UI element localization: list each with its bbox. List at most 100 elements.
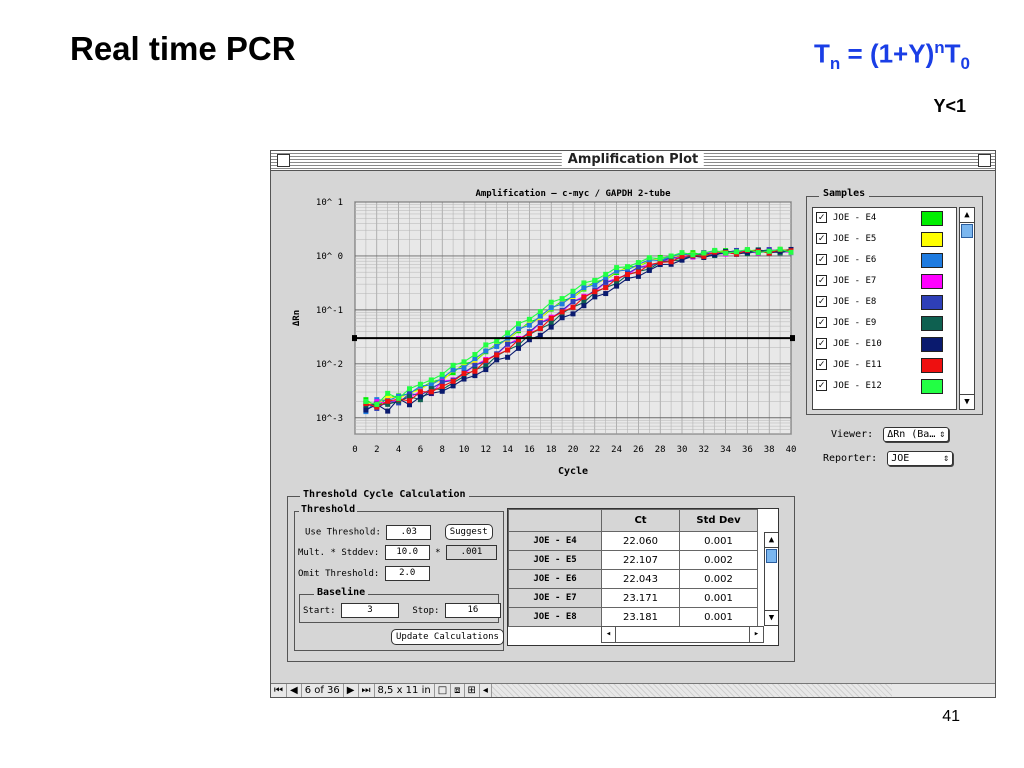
update-calculations-button[interactable]: Update Calculations [391, 629, 504, 645]
omit-input[interactable]: 2.0 [384, 566, 430, 581]
zoom-box-icon[interactable] [978, 154, 991, 167]
sample-color-swatch[interactable] [921, 211, 943, 226]
sample-item[interactable]: ✓ JOE - E4 [813, 208, 956, 229]
x-tick-label: 10 [459, 445, 470, 455]
data-point [646, 267, 652, 273]
data-point [668, 259, 674, 265]
sample-color-swatch[interactable] [921, 274, 943, 289]
data-point [494, 338, 500, 344]
statusbar-scroll-track[interactable] [491, 684, 892, 697]
viewer-row: Viewer: ΔRn (Ba… ⇕ [831, 427, 950, 442]
scroll-right-icon[interactable]: ▸ [749, 627, 763, 642]
stddev-cell[interactable]: 0.001 [679, 531, 758, 551]
scroll-left-icon[interactable]: ◂ [602, 627, 616, 642]
row-header[interactable]: JOE - E5 [508, 550, 602, 570]
sample-color-swatch[interactable] [921, 253, 943, 268]
row-header[interactable]: JOE - E6 [508, 569, 602, 589]
samples-scrollbar[interactable]: ▲ ▼ [959, 207, 975, 410]
sample-item[interactable]: ✓ JOE - E7 [813, 271, 956, 292]
window-titlebar[interactable]: Amplification Plot [271, 151, 995, 171]
table-hscrollbar[interactable]: ◂ ▸ [601, 626, 764, 643]
ct-cell[interactable]: 22.043 [601, 569, 680, 589]
sample-label: JOE - E6 [833, 255, 877, 265]
sample-color-swatch[interactable] [921, 232, 943, 247]
table-row[interactable]: JOE - E6 22.043 0.002 [508, 569, 758, 589]
sample-item[interactable]: ✓ JOE - E10 [813, 334, 956, 355]
ct-cell[interactable]: 22.060 [601, 531, 680, 551]
sample-color-swatch[interactable] [921, 379, 943, 394]
data-point [788, 249, 794, 255]
scroll-up-icon[interactable]: ▲ [960, 208, 974, 223]
x-tick-label: 12 [480, 445, 491, 455]
scroll-down-icon[interactable]: ▼ [960, 394, 974, 409]
row-header[interactable]: JOE - E8 [508, 607, 602, 627]
sample-checkbox[interactable]: ✓ [816, 359, 827, 370]
sample-checkbox[interactable]: ✓ [816, 296, 827, 307]
scroll-thumb[interactable] [766, 549, 777, 563]
table-row[interactable]: JOE - E4 22.060 0.001 [508, 531, 758, 551]
x-tick-label: 14 [502, 445, 513, 455]
last-page-icon[interactable]: ⏭ [359, 684, 375, 697]
scroll-thumb[interactable] [961, 224, 973, 238]
scroll-left-icon[interactable]: ◂ [480, 684, 492, 697]
data-point [483, 357, 489, 363]
sample-item[interactable]: ✓ JOE - E5 [813, 229, 956, 250]
data-point [450, 362, 456, 368]
data-point [472, 368, 478, 374]
sample-color-swatch[interactable] [921, 337, 943, 352]
x-tick-label: 18 [546, 445, 557, 455]
x-tick-label: 30 [677, 445, 688, 455]
table-row[interactable]: JOE - E5 22.107 0.002 [508, 550, 758, 570]
sample-checkbox[interactable]: ✓ [816, 212, 827, 223]
sample-color-swatch[interactable] [921, 316, 943, 331]
ct-cell[interactable]: 23.171 [601, 588, 680, 608]
sample-color-swatch[interactable] [921, 358, 943, 373]
sample-checkbox[interactable]: ✓ [816, 275, 827, 286]
sample-checkbox[interactable]: ✓ [816, 380, 827, 391]
stddev-cell[interactable]: 0.001 [679, 588, 758, 608]
sample-checkbox[interactable]: ✓ [816, 338, 827, 349]
scroll-up-icon[interactable]: ▲ [765, 533, 778, 548]
amplification-chart: 0 2 4 6 8 10 12 14 16 18 20 22 24 26 28 30 32 34 36 38 4010^… [292, 188, 796, 477]
data-point [679, 250, 685, 256]
ct-cell[interactable]: 22.107 [601, 550, 680, 570]
first-page-icon[interactable]: ⏮ [271, 684, 287, 697]
sample-item[interactable]: ✓ JOE - E6 [813, 250, 956, 271]
next-page-icon[interactable]: ▶ [344, 684, 359, 697]
sample-item[interactable]: ✓ JOE - E8 [813, 292, 956, 313]
close-box-icon[interactable] [277, 154, 290, 167]
reporter-dropdown[interactable]: JOE ⇕ [887, 451, 954, 466]
ct-cell[interactable]: 23.181 [601, 607, 680, 627]
samples-list[interactable]: ✓ JOE - E4 ✓ JOE - E5 ✓ JOE - E6 ✓ JOE - E7 ✓ JOE… [812, 207, 957, 410]
single-page-icon[interactable]: □ [435, 684, 452, 697]
scroll-down-icon[interactable]: ▼ [765, 610, 778, 625]
sample-item[interactable]: ✓ JOE - E9 [813, 313, 956, 334]
prev-page-icon[interactable]: ◀ [287, 684, 302, 697]
row-header[interactable]: JOE - E4 [508, 531, 602, 551]
suggest-button[interactable]: Suggest [444, 524, 493, 540]
data-point [581, 294, 587, 300]
sample-checkbox[interactable]: ✓ [816, 254, 827, 265]
sample-checkbox[interactable]: ✓ [816, 233, 827, 244]
stddev-cell[interactable]: 0.001 [679, 607, 758, 627]
sample-checkbox[interactable]: ✓ [816, 317, 827, 328]
two-page-icon[interactable]: ⧈ [451, 684, 465, 697]
use-threshold-input[interactable]: .03 [386, 524, 432, 540]
stddev-cell[interactable]: 0.002 [679, 569, 758, 589]
start-input[interactable]: 3 [340, 603, 399, 618]
table-row[interactable]: JOE - E7 23.171 0.001 [508, 588, 758, 608]
table-vscrollbar[interactable]: ▲ ▼ [764, 532, 778, 626]
stop-input[interactable]: 16 [444, 603, 501, 618]
table-row[interactable]: JOE - E8 23.181 0.001 [508, 607, 758, 627]
window-content: 0 2 4 6 8 10 12 14 16 18 20 22 24 26 28 30 32 34 36 38 40 10^… [275, 173, 993, 687]
y-tick-label: 10^ 0 [316, 252, 343, 262]
sample-item[interactable]: ✓ JOE - E12 [813, 376, 956, 397]
sample-color-swatch[interactable] [921, 295, 943, 310]
mult-input[interactable]: 10.0 [384, 545, 430, 560]
row-header[interactable]: JOE - E7 [508, 588, 602, 608]
stddev-cell[interactable]: 0.002 [679, 550, 758, 570]
sample-item[interactable]: ✓ JOE - E11 [813, 355, 956, 376]
data-point [548, 320, 554, 326]
viewer-dropdown[interactable]: ΔRn (Ba… ⇕ [883, 427, 950, 442]
grid-view-icon[interactable]: ⊞ [465, 684, 480, 697]
